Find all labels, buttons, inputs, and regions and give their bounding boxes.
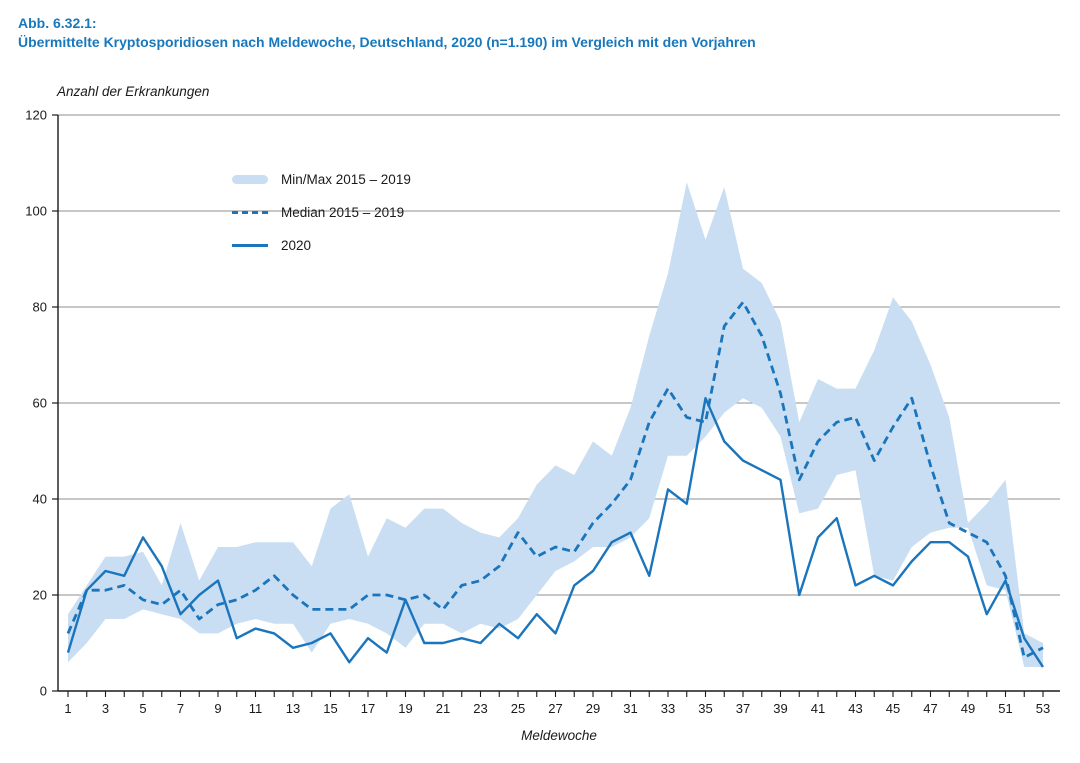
series-line-2020: [66, 397, 1045, 668]
x-tick-label-13: 13: [286, 701, 300, 716]
x-axis-title: Meldewoche: [521, 728, 597, 743]
x-tick-label-45: 45: [886, 701, 900, 716]
solid-line-icon: [232, 244, 268, 247]
y-tick-label-80: 80: [33, 300, 47, 315]
x-tick-label-19: 19: [398, 701, 412, 716]
x-tick-label-1: 1: [64, 701, 71, 716]
legend-label-minmax: Min/Max 2015 – 2019: [281, 172, 411, 187]
legend-label-median: Median 2015 – 2019: [281, 205, 405, 220]
figure-title: Übermittelte Kryptosporidiosen nach Meld…: [18, 34, 756, 50]
series-line-median: [66, 300, 1044, 659]
x-tick-label-7: 7: [177, 701, 184, 716]
x-tick-label-41: 41: [811, 701, 825, 716]
figure-number: Abb. 6.32.1:: [18, 15, 97, 31]
x-tick-label-39: 39: [773, 701, 787, 716]
median-dashed-line-icon: [232, 211, 268, 214]
x-tick-label-9: 9: [214, 701, 221, 716]
x-tick-label-33: 33: [661, 701, 675, 716]
x-tick-label-15: 15: [323, 701, 337, 716]
y-tick-label-20: 20: [33, 588, 47, 603]
x-tick-label-37: 37: [736, 701, 750, 716]
x-tick-label-31: 31: [623, 701, 637, 716]
y-tick-label-60: 60: [33, 396, 47, 411]
x-tick-label-3: 3: [102, 701, 109, 716]
y-axis-title: Anzahl der Erkrankungen: [57, 84, 210, 99]
chart-legend: Min/Max 2015 – 2019 Median 2015 – 2019 2…: [232, 163, 411, 262]
legend-item-minmax: Min/Max 2015 – 2019: [232, 163, 411, 196]
x-tick-label-43: 43: [848, 701, 862, 716]
x-tick-label-29: 29: [586, 701, 600, 716]
minmax-band-icon: [232, 175, 268, 184]
figure-header: Abb. 6.32.1: Übermittelte Kryptosporidio…: [18, 14, 756, 52]
y-tick-label-0: 0: [40, 684, 47, 699]
legend-item-median: Median 2015 – 2019: [232, 196, 411, 229]
x-tick-label-17: 17: [361, 701, 375, 716]
x-tick-label-49: 49: [961, 701, 975, 716]
legend-label-2020: 2020: [281, 238, 312, 253]
x-tick-label-47: 47: [923, 701, 937, 716]
y-tick-label-100: 100: [25, 204, 47, 219]
x-tick-label-35: 35: [698, 701, 712, 716]
x-tick-label-11: 11: [249, 701, 263, 716]
x-tick-label-21: 21: [436, 701, 450, 716]
x-tick-label-51: 51: [998, 701, 1012, 716]
x-tick-label-27: 27: [548, 701, 562, 716]
minmax-band: [68, 182, 1043, 667]
x-tick-label-23: 23: [473, 701, 487, 716]
x-tick-label-5: 5: [139, 701, 146, 716]
x-tick-label-53: 53: [1036, 701, 1050, 716]
y-tick-label-40: 40: [33, 492, 47, 507]
y-tick-label-120: 120: [25, 108, 47, 123]
x-tick-label-25: 25: [511, 701, 525, 716]
legend-item-2020: 2020: [232, 229, 411, 262]
